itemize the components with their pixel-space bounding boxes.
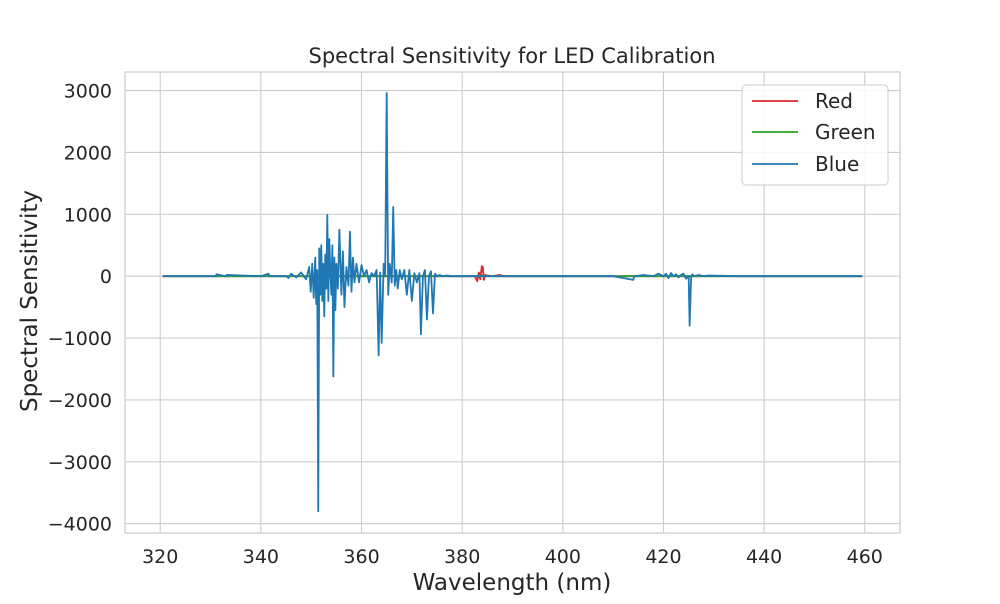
y-tick-label: −1000 (48, 328, 112, 350)
legend-label-blue: Blue (815, 152, 859, 176)
x-tick-label: 440 (746, 546, 782, 568)
plot-frame (124, 71, 901, 534)
x-tick-label: 360 (343, 546, 379, 568)
legend: Red Green Blue (741, 84, 889, 186)
chart-title: Spectral Sensitivity for LED Calibration (309, 44, 716, 68)
x-tick-label: 420 (645, 546, 681, 568)
y-axis-label: Spectral Sensitivity (17, 190, 43, 412)
x-tick-label: 320 (142, 546, 178, 568)
legend-label-red: Red (815, 89, 853, 113)
y-tick-label: 0 (100, 266, 112, 288)
y-tick-label: 2000 (64, 142, 112, 164)
x-tick-label: 400 (545, 546, 581, 568)
series-lines (162, 92, 863, 513)
series-line-blue (162, 92, 863, 513)
legend-box (741, 84, 889, 186)
y-tick-label: 1000 (64, 204, 112, 226)
x-tick-labels: 320 340 360 380 400 420 440 460 (142, 546, 883, 568)
x-tick-label: 460 (847, 546, 883, 568)
legend-label-green: Green (815, 120, 876, 144)
y-tick-label: 3000 (64, 81, 112, 103)
y-tick-label: −4000 (48, 514, 112, 536)
y-tick-label: −3000 (48, 452, 112, 474)
x-tick-label: 380 (444, 546, 480, 568)
x-tick-label: 340 (243, 546, 279, 568)
y-tick-label: −2000 (48, 390, 112, 412)
x-axis-label: Wavelength (nm) (413, 570, 612, 596)
y-tick-labels: −4000 −3000 −2000 −1000 0 1000 2000 3000 (48, 81, 112, 536)
